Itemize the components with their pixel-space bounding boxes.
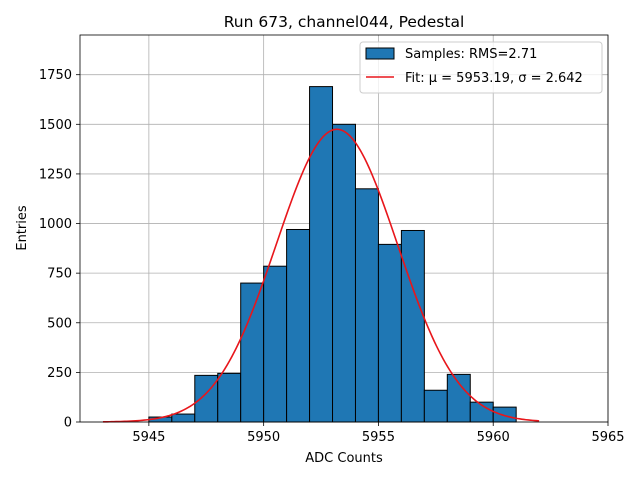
fit-curve [102, 128, 540, 423]
histogram-bar [354, 188, 379, 423]
histogram-bar [377, 243, 402, 423]
histogram-bar [492, 406, 517, 423]
chart-title: Run 673, channel044, Pedestal [224, 13, 465, 31]
y-axis-ticks: 0 250 500 750 1000 1250 1500 1750 [39, 68, 80, 431]
y-tick-label: 750 [47, 267, 72, 282]
histogram-bar [286, 228, 311, 423]
y-tick-label: 1750 [39, 68, 72, 83]
x-tick-label: 5955 [362, 430, 395, 445]
histogram-bar [332, 123, 356, 423]
x-tick-label: 5950 [247, 430, 280, 445]
histogram-bar [309, 86, 334, 423]
legend-label-samples: Samples: RMS=2.71 [405, 47, 537, 62]
histogram-bar [240, 282, 265, 423]
histogram-bar [194, 374, 219, 423]
histogram-bar [400, 229, 425, 423]
x-axis-title: ADC Counts [305, 451, 383, 466]
histogram-bar [217, 372, 242, 423]
x-axis-ticks: 5945 5950 5955 5960 5965 [132, 422, 625, 445]
x-tick-label: 5965 [591, 430, 624, 445]
x-tick-label: 5960 [477, 430, 510, 445]
y-tick-label: 250 [47, 366, 72, 381]
plot-frame [79, 34, 609, 423]
y-tick-label: 0 [64, 416, 72, 431]
histogram-bar [423, 389, 448, 423]
legend: Samples: RMS=2.71 Fit: μ = 5953.19, σ = … [359, 41, 603, 94]
legend-label-fit: Fit: μ = 5953.19, σ = 2.642 [405, 71, 583, 86]
y-tick-label: 1000 [39, 217, 72, 232]
y-axis-title: Entries [15, 205, 30, 251]
y-tick-label: 500 [47, 316, 72, 331]
y-tick-label: 1500 [39, 118, 72, 133]
legend-bar-swatch [365, 47, 395, 60]
x-tick-label: 5945 [132, 430, 165, 445]
histogram-bar [446, 373, 471, 423]
y-tick-label: 1250 [39, 167, 72, 182]
histogram-bar [171, 413, 196, 423]
histogram-bar [263, 265, 288, 423]
legend-box [359, 41, 603, 94]
histogram-bars [148, 86, 517, 423]
